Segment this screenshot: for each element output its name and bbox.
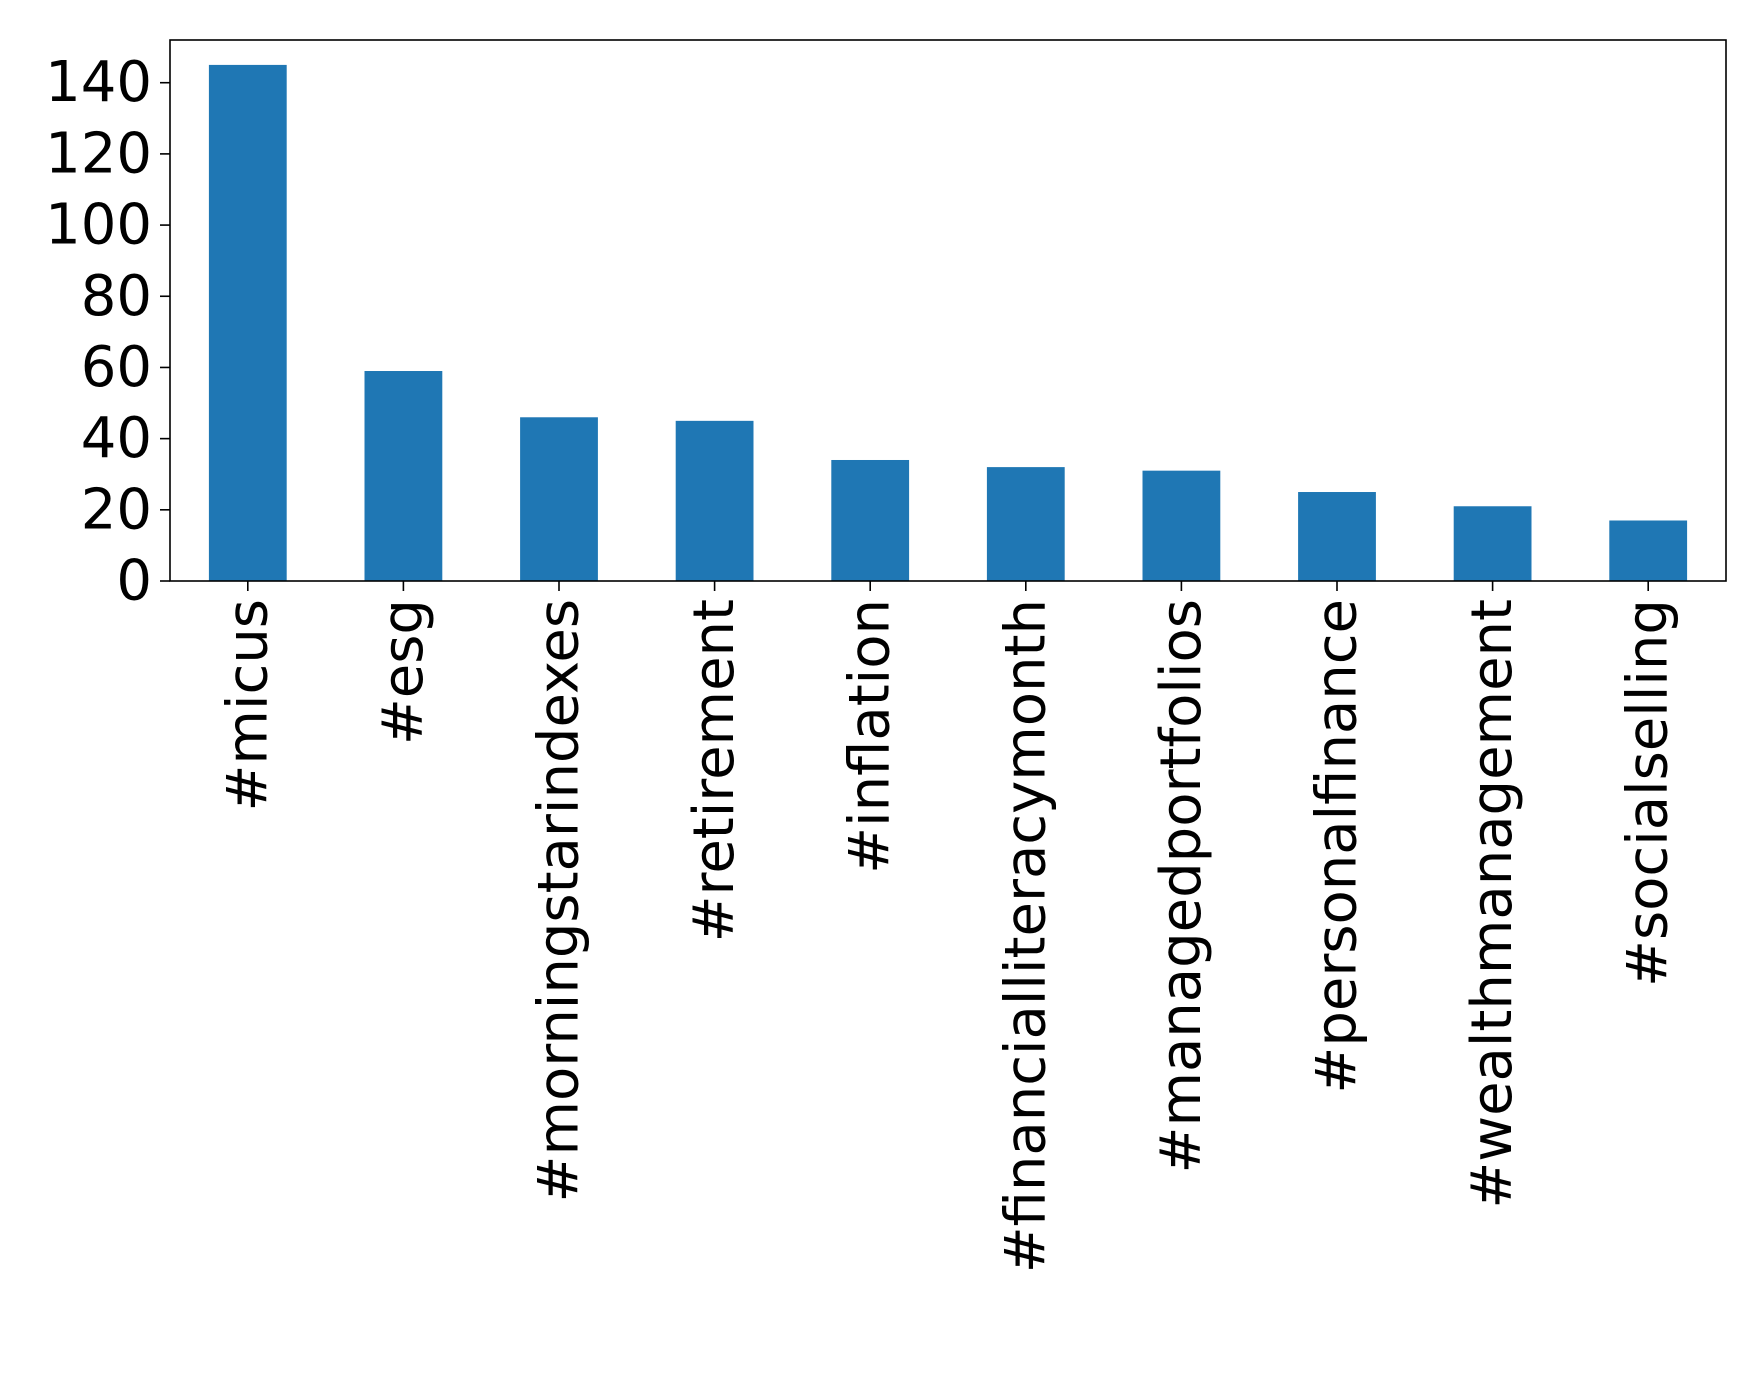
x-tick-label: #retirement xyxy=(682,599,747,942)
plot-frame xyxy=(169,39,1727,582)
bar-esg xyxy=(364,371,443,581)
x-tick-label: #managedportfolios xyxy=(1149,599,1214,1173)
bars xyxy=(208,64,1688,581)
bar-retirement xyxy=(675,420,754,581)
bar-financialliteracymonth xyxy=(986,467,1065,581)
y-tick-label: 120 xyxy=(45,121,152,186)
bar-micus xyxy=(208,64,287,581)
y-tick-label: 100 xyxy=(45,193,152,258)
y-tick-label: 80 xyxy=(81,264,152,329)
bar-wealthmanagement xyxy=(1453,506,1532,581)
y-tick-label: 140 xyxy=(45,50,152,115)
x-tick-label: #personalfinance xyxy=(1305,599,1370,1094)
x-tick-label: #wealthmanagement xyxy=(1460,599,1525,1209)
bar-socialselling xyxy=(1609,520,1688,581)
bar-morningstarindexes xyxy=(520,417,598,581)
bar-managedportfolios xyxy=(1142,470,1221,581)
y-tick-label: 40 xyxy=(81,406,152,471)
x-tick-label: #morningstarindexes xyxy=(527,599,592,1202)
x-tick-label: #socialselling xyxy=(1616,599,1681,987)
y-tick-label: 20 xyxy=(81,477,152,542)
x-tick-label: #financialliteracymonth xyxy=(993,599,1058,1273)
x-axis: #micus #esg #morningstarindexes #retirement… xyxy=(215,581,1681,1273)
bar-personalfinance xyxy=(1298,492,1376,581)
x-tick-label: #esg xyxy=(371,599,436,745)
x-tick-label: #inflation xyxy=(838,599,903,874)
bar-inflation xyxy=(831,459,910,581)
y-tick-label: 60 xyxy=(81,335,152,400)
x-tick-label: #micus xyxy=(215,599,280,812)
y-tick-label: 0 xyxy=(116,549,152,614)
